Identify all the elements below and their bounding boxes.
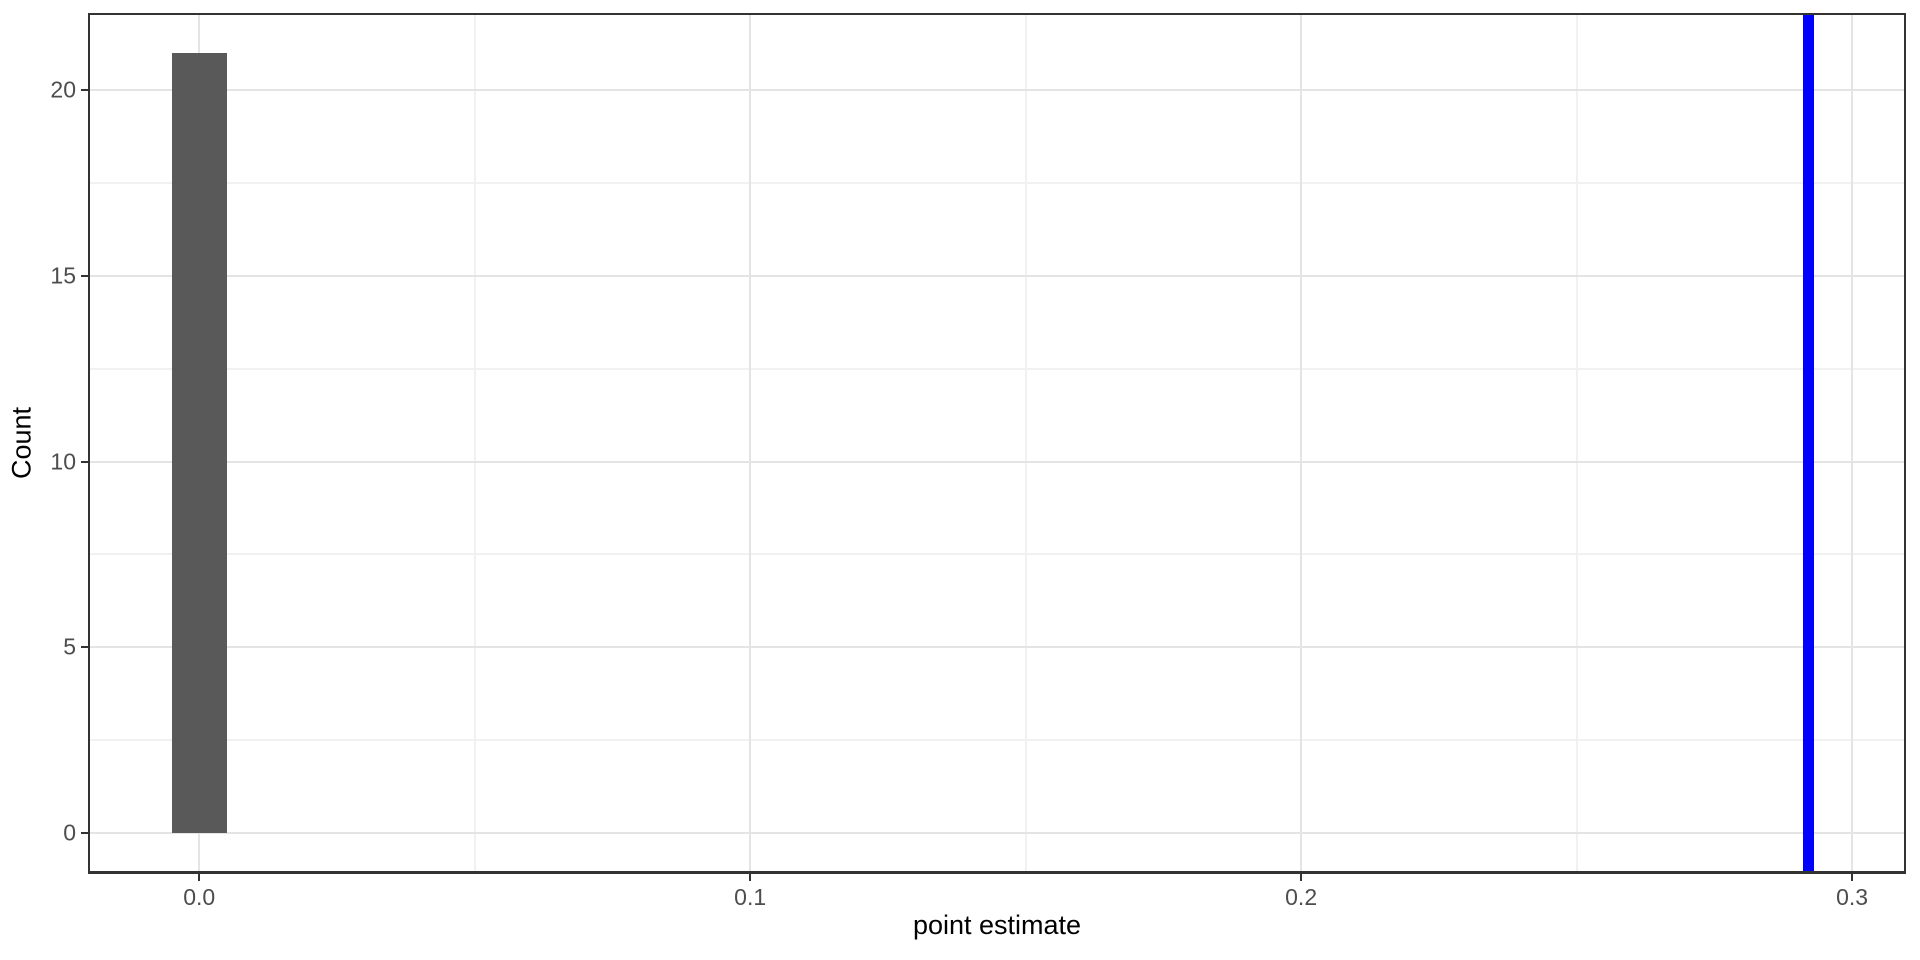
x-axis-title: point estimate	[912, 910, 1082, 940]
minor-gridline-y	[89, 553, 1905, 556]
y-axis-tick	[81, 274, 89, 277]
panel-border	[88, 13, 1906, 874]
y-tick-label: 20	[50, 76, 76, 103]
x-axis-tick	[1300, 873, 1303, 881]
major-gridline-y	[89, 832, 1905, 834]
x-tick-label: 0.1	[734, 884, 767, 910]
x-tick-label: 0.3	[1836, 884, 1869, 910]
x-axis-tick	[198, 873, 201, 881]
y-tick-label: 10	[50, 448, 76, 475]
minor-gridline-y	[89, 182, 1905, 184]
y-axis-tick	[81, 832, 89, 834]
major-gridline-x	[1851, 14, 1854, 872]
minor-gridline-x	[473, 14, 476, 872]
major-gridline-y	[89, 89, 1905, 92]
y-axis-tick	[81, 460, 89, 463]
major-gridline-y	[89, 460, 1905, 463]
x-tick-label: 0.0	[183, 884, 216, 910]
x-tick-label: 0.2	[1285, 884, 1318, 910]
y-tick-label: 0	[63, 819, 76, 846]
minor-gridline-x	[1024, 14, 1027, 872]
major-gridline-x	[1300, 14, 1303, 872]
minor-gridline-y	[89, 739, 1905, 742]
minor-gridline-x	[1575, 14, 1578, 872]
x-axis-tick	[749, 873, 752, 881]
major-gridline-y	[89, 274, 1905, 277]
y-axis-tick	[81, 89, 89, 92]
major-gridline-x	[749, 14, 752, 872]
histogram-bar	[171, 53, 227, 833]
y-axis-tick	[81, 646, 89, 649]
major-gridline-y	[89, 646, 1905, 649]
y-tick-label: 15	[50, 262, 76, 289]
minor-gridline-y	[89, 367, 1905, 370]
y-tick-label: 5	[63, 633, 76, 660]
observed-estimate-vline	[1802, 14, 1814, 872]
x-axis-tick	[1851, 873, 1854, 881]
